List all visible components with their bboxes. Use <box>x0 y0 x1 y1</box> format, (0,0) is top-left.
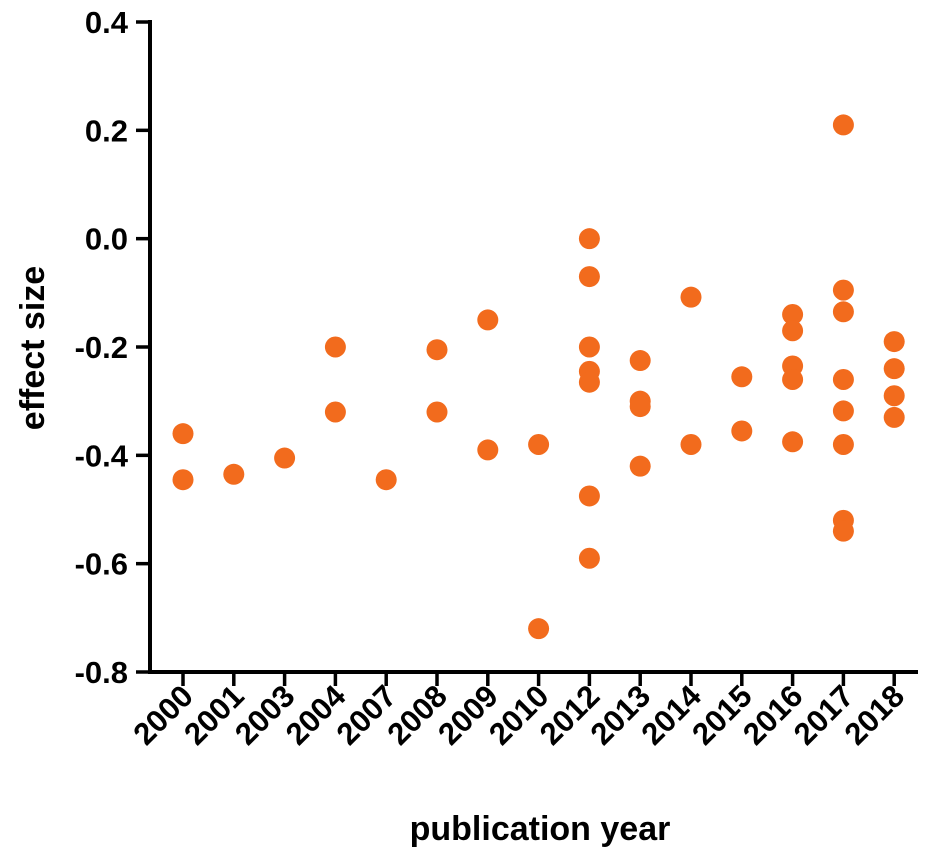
data-point <box>477 309 499 331</box>
data-point <box>883 358 905 380</box>
data-point <box>832 301 854 323</box>
data-point <box>782 320 804 342</box>
data-point <box>832 279 854 301</box>
data-point <box>680 434 702 455</box>
data-point <box>578 371 600 393</box>
data-point <box>578 547 600 569</box>
data-point <box>172 469 194 491</box>
data-point <box>629 455 651 477</box>
data-point <box>375 469 397 491</box>
y-tick-label: -0.2 <box>75 330 128 365</box>
data-point <box>883 331 905 353</box>
x-axis: 2000200120032004200720082009201020122013… <box>126 670 918 752</box>
data-point <box>782 431 804 453</box>
y-tick-label: 0.0 <box>85 222 128 257</box>
data-point <box>883 406 905 428</box>
data-point <box>731 366 753 388</box>
x-tick-label: 2018 <box>838 678 912 752</box>
data-point <box>629 396 651 418</box>
data-point <box>578 266 600 288</box>
y-tick-label: -0.4 <box>75 438 129 473</box>
data-point <box>832 520 854 542</box>
y-axis: 0.4 0.2 0.0 -0.2 -0.4 -0.6 -0.8 <box>75 5 152 690</box>
y-tick-label: -0.6 <box>75 547 128 582</box>
data-point <box>528 618 550 640</box>
data-point <box>324 336 346 358</box>
y-axis-title: effect size <box>14 266 52 430</box>
data-point <box>426 401 448 423</box>
data-points <box>172 114 905 640</box>
data-point <box>477 439 499 461</box>
data-point <box>832 400 854 422</box>
data-point <box>832 434 854 455</box>
data-point <box>223 463 245 485</box>
y-tick-label: 0.4 <box>85 5 129 40</box>
data-point <box>782 304 804 325</box>
data-point <box>528 434 550 455</box>
data-point <box>172 423 194 445</box>
data-point <box>731 420 753 442</box>
data-point <box>782 369 804 390</box>
data-point <box>274 447 296 469</box>
data-point <box>883 385 905 407</box>
data-point <box>578 228 600 250</box>
y-tick-label: 0.2 <box>85 113 128 148</box>
data-point <box>578 485 600 507</box>
data-point <box>832 369 854 390</box>
data-point <box>578 336 600 358</box>
data-point <box>324 401 346 423</box>
data-point <box>629 350 651 372</box>
x-axis-title: publication year <box>410 810 671 848</box>
y-tick-label: -0.8 <box>75 655 128 690</box>
data-point <box>832 114 854 136</box>
data-point <box>680 286 702 308</box>
data-point <box>426 339 448 361</box>
